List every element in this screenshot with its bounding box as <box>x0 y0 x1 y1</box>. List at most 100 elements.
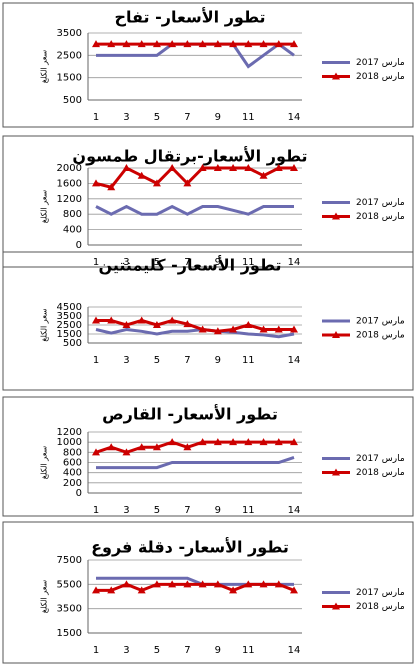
chart-title: تطور الأسعار-برتقال طمسون <box>72 147 307 166</box>
x-tick-label: 14 <box>288 257 301 268</box>
point-marker <box>244 40 253 48</box>
x-tick-label: 1 <box>93 355 99 366</box>
point-marker <box>107 443 116 451</box>
point-marker <box>259 40 268 48</box>
point-marker <box>290 164 298 171</box>
point-marker <box>229 586 238 594</box>
point-marker <box>213 438 222 446</box>
point-marker <box>213 327 222 335</box>
y-tick-label: 7500 <box>57 555 82 566</box>
legend-label: مارس 2018 <box>356 212 405 222</box>
point-marker <box>183 580 192 588</box>
legend-label: مارس 2018 <box>356 72 405 82</box>
point-marker <box>183 40 192 48</box>
y-tick-label: 3500 <box>57 604 82 615</box>
point-marker <box>198 40 207 48</box>
y-tick-label: 1500 <box>57 329 82 340</box>
point-marker <box>274 580 283 588</box>
point-marker <box>137 443 146 451</box>
x-tick-label: 11 <box>242 645 255 656</box>
panel-border <box>2 135 414 268</box>
x-tick-label: 5 <box>154 112 160 123</box>
legend-marker <box>332 72 340 80</box>
y-axis-label: سعر الكلغ <box>40 189 49 223</box>
point-marker <box>168 438 177 446</box>
x-tick-label: 11 <box>242 505 255 516</box>
x-tick-label: 7 <box>184 257 190 268</box>
x-tick-label: 11 <box>242 355 255 366</box>
point-marker <box>274 164 283 171</box>
point-marker <box>290 325 298 333</box>
x-tick-label: 14 <box>288 505 301 516</box>
point-marker <box>244 438 253 446</box>
point-marker <box>92 179 100 187</box>
x-tick-label: 14 <box>288 645 301 656</box>
x-tick-label: 7 <box>184 505 190 516</box>
x-tick-label: 7 <box>184 645 190 656</box>
y-tick-label: 400 <box>63 225 82 236</box>
y-tick-label: 800 <box>63 209 82 220</box>
point-marker <box>198 325 207 333</box>
point-marker <box>107 183 116 191</box>
point-marker <box>274 438 283 446</box>
x-tick-label: 11 <box>242 257 255 268</box>
point-marker <box>259 438 268 446</box>
x-tick-label: 5 <box>154 645 160 656</box>
point-marker <box>198 580 207 588</box>
point-marker <box>274 325 283 333</box>
y-tick-label: 1500 <box>57 628 82 639</box>
point-marker <box>92 316 100 324</box>
x-tick-label: 3 <box>123 112 129 123</box>
point-marker <box>122 321 131 328</box>
panel-border <box>2 396 414 517</box>
point-marker <box>137 171 146 179</box>
x-tick-label: 3 <box>123 505 129 516</box>
y-tick-label: 1000 <box>57 437 82 448</box>
legend-marker <box>332 212 340 220</box>
point-marker <box>168 316 177 324</box>
series-line <box>96 318 294 333</box>
point-marker <box>274 40 283 48</box>
point-marker <box>244 321 253 328</box>
point-marker <box>92 448 100 456</box>
point-marker <box>198 438 207 446</box>
x-tick-label: 3 <box>123 355 129 366</box>
point-marker <box>213 40 222 48</box>
x-tick-label: 14 <box>288 112 301 123</box>
point-marker <box>152 179 161 187</box>
y-tick-label: 600 <box>63 458 82 469</box>
point-marker <box>259 171 268 179</box>
point-marker <box>107 316 116 324</box>
point-marker <box>137 316 146 324</box>
y-tick-label: 0 <box>76 488 82 499</box>
point-marker <box>122 448 131 456</box>
y-tick-label: 1200 <box>57 427 82 438</box>
point-marker <box>213 580 222 588</box>
x-tick-label: 9 <box>215 505 221 516</box>
x-tick-label: 1 <box>93 645 99 656</box>
y-tick-label: 800 <box>63 447 82 458</box>
y-tick-label: 5500 <box>57 579 82 590</box>
y-tick-label: 1600 <box>57 178 82 189</box>
y-tick-label: 1200 <box>57 194 82 205</box>
x-tick-label: 5 <box>154 355 160 366</box>
y-tick-label: 500 <box>63 95 82 106</box>
y-tick-label: 200 <box>63 478 82 489</box>
y-tick-label: 1500 <box>57 73 82 84</box>
x-tick-label: 9 <box>215 112 221 123</box>
x-tick-label: 5 <box>154 505 160 516</box>
chart-title: تطور الأسعار- دقلة فروع <box>91 538 289 557</box>
point-marker <box>244 580 253 588</box>
point-marker <box>244 164 253 171</box>
x-tick-label: 7 <box>184 355 190 366</box>
series-line <box>95 327 295 339</box>
y-tick-label: 3500 <box>57 28 82 39</box>
legend-label: مارس 2018 <box>356 602 405 612</box>
point-marker <box>152 443 161 451</box>
point-marker <box>137 586 146 594</box>
y-tick-label: 0 <box>76 240 82 251</box>
chart-title: تطور الأسعار- كليمنتين <box>98 256 281 275</box>
point-marker <box>229 438 238 446</box>
point-marker <box>290 438 298 446</box>
